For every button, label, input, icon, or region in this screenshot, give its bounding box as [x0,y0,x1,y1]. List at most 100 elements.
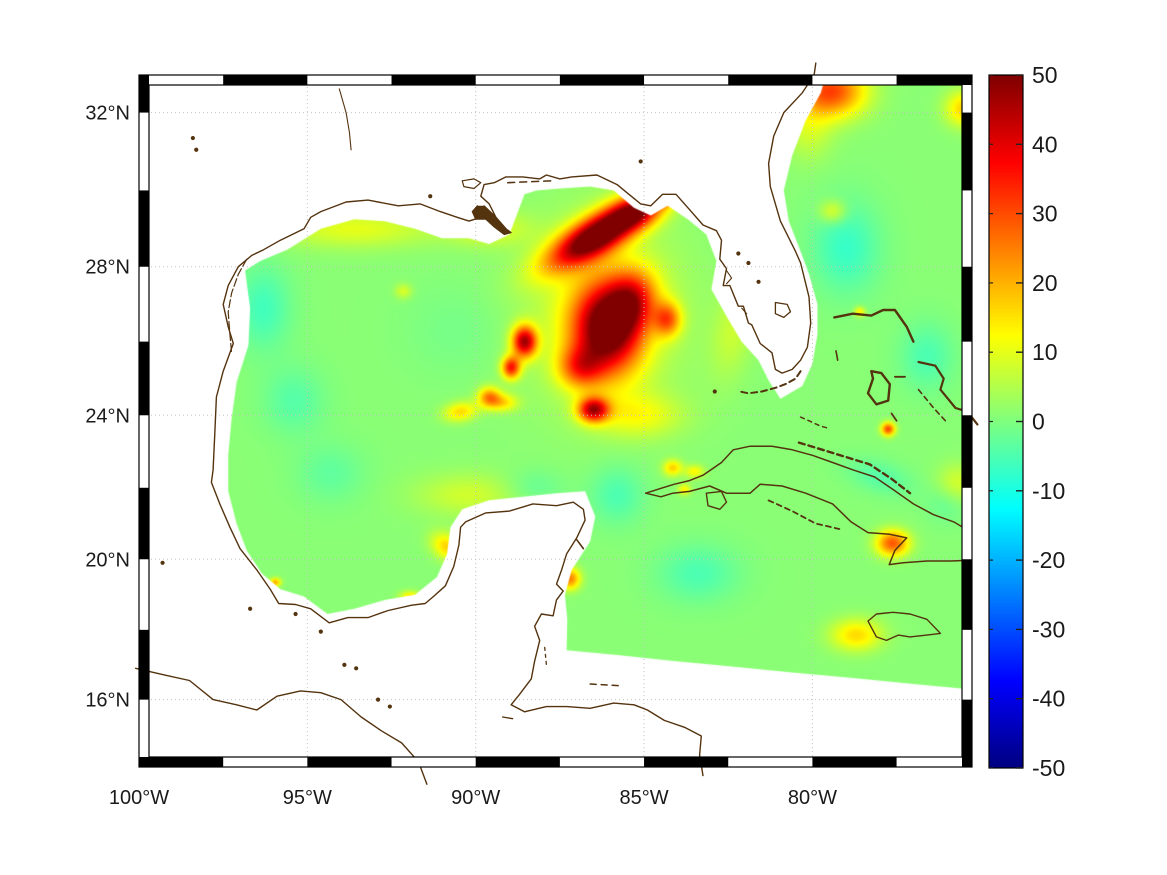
frame-seg-bottom [644,757,729,767]
land-dot [638,159,643,164]
frame-corner-miter [138,756,150,768]
coastline-north-america-gulf-atlantic-coast [210,62,817,777]
frame-seg-right [962,559,972,630]
colorbar-tick-label: -30 [1032,616,1065,642]
coastline-cay-sal-bank [799,416,829,429]
coastline-isla-de-la-juventud [705,490,728,510]
coastline-grand-bahama-abaco [833,308,915,343]
coastline-bimini [835,350,839,361]
y-tick-label: 32°N [85,103,130,125]
heatmap-canvas [139,75,972,767]
land-dot [387,704,392,709]
colorbar-tick-label: -40 [1032,686,1065,712]
frame-seg-bottom [812,757,897,767]
land-dot [160,560,165,565]
coastline-florida-keys [739,370,802,395]
land-dot [354,666,359,671]
frame-seg-top [728,75,813,85]
y-tick-label: 28°N [85,257,130,279]
colorbar-tick-label: 0 [1032,409,1045,435]
y-tick-label: 24°N [85,405,130,427]
colorbar-tick-label: 30 [1032,201,1058,227]
coastline-lake-pontchartrain [461,178,482,190]
x-tick-label: 100°W [109,787,169,809]
coastline-exuma-cays [917,388,947,422]
graticule [149,85,962,757]
coastline-cuba-north-keys [797,441,912,495]
frame-seg-top [896,75,972,85]
frame-corner-miter [961,74,973,86]
frame-seg-left [139,487,149,560]
frame-seg-top [223,75,308,85]
frame-band-top [139,75,972,85]
coastline-lake-izabal [501,716,514,720]
land-dot [746,260,751,266]
land-dot [428,194,433,199]
land-dot [293,611,298,617]
coastlines [134,62,979,785]
coastline-belize-cays [544,646,548,666]
frame-seg-bottom [139,757,224,767]
frame-corner-miter [138,74,150,86]
colorbar: 50 40 30 20 10 0 -10 -20 -30 -40 -50 [988,62,1065,781]
coastline-cozumel [575,538,585,550]
colorbar-tick-label: 20 [1032,270,1058,296]
land-dot [248,606,253,611]
frame-seg-left [139,629,149,700]
coastline-sabine-toledo-river [338,88,352,151]
coastline-mississippi-barrier-islands [506,180,553,184]
frame-inner-border [148,84,963,758]
land-dot [190,135,195,141]
map-frame [138,74,973,768]
land-dot [712,389,717,394]
x-tick-label: 90°W [451,787,500,809]
coastline-andros-island [866,370,891,406]
frame-corner-miter [961,756,973,768]
y-tick-label: 20°N [85,549,130,571]
frame-seg-left [139,75,149,113]
y-tick-label: 16°N [85,690,130,712]
frame-seg-top [391,75,476,85]
colorbar-tick-label: 50 [1032,62,1058,88]
coastline-charlotte-harbor [741,307,748,315]
lon-axis: 100°W 95°W 90°W 85°W 80°W [109,787,837,809]
frame-seg-right [962,415,972,488]
coastline-tampa-bay [725,269,733,285]
coastline-bay-islands [589,683,620,687]
frame-seg-right [962,266,972,342]
frame-seg-left [139,190,149,267]
x-tick-label: 95°W [283,787,332,809]
x-tick-label: 85°W [619,787,668,809]
frame-outer-border [138,74,973,768]
land-dot [194,147,199,152]
x-tick-label: 80°W [788,787,837,809]
lat-axis: 32°N 28°N 24°N 20°N 16°N [85,103,130,712]
colorbar-tick-label: 10 [1032,339,1058,365]
coastline-andros-tail [890,412,898,422]
coastline-lake-okeechobee [774,301,792,319]
frame-seg-right [962,699,972,767]
coastline-cuba-coast [644,445,973,566]
coastline-jamaica-coast [867,611,942,642]
coastline-pacific-coast [134,667,428,785]
land-dot [375,697,381,702]
frame-seg-right [962,112,972,191]
colorbar-tick-label: -20 [1032,547,1065,573]
colorbar-tick-label: 40 [1032,131,1058,157]
land-dot [736,251,741,256]
frame-seg-bottom [307,757,392,767]
coastline-cuba-south-keys [767,499,841,530]
colorbar-tick-label: -10 [1032,478,1065,504]
land-dot [318,629,323,634]
frame-seg-bottom [475,757,560,767]
colorbar-tick-label: -50 [1032,755,1065,781]
frame-seg-left [139,341,149,416]
land-dot [756,279,761,284]
frame-seg-top [559,75,645,85]
frame-band-left [139,75,149,767]
coastline-mississippi-delta [471,205,512,236]
coastline-texas-barrier-islands [227,258,248,354]
land-dot [342,662,347,667]
